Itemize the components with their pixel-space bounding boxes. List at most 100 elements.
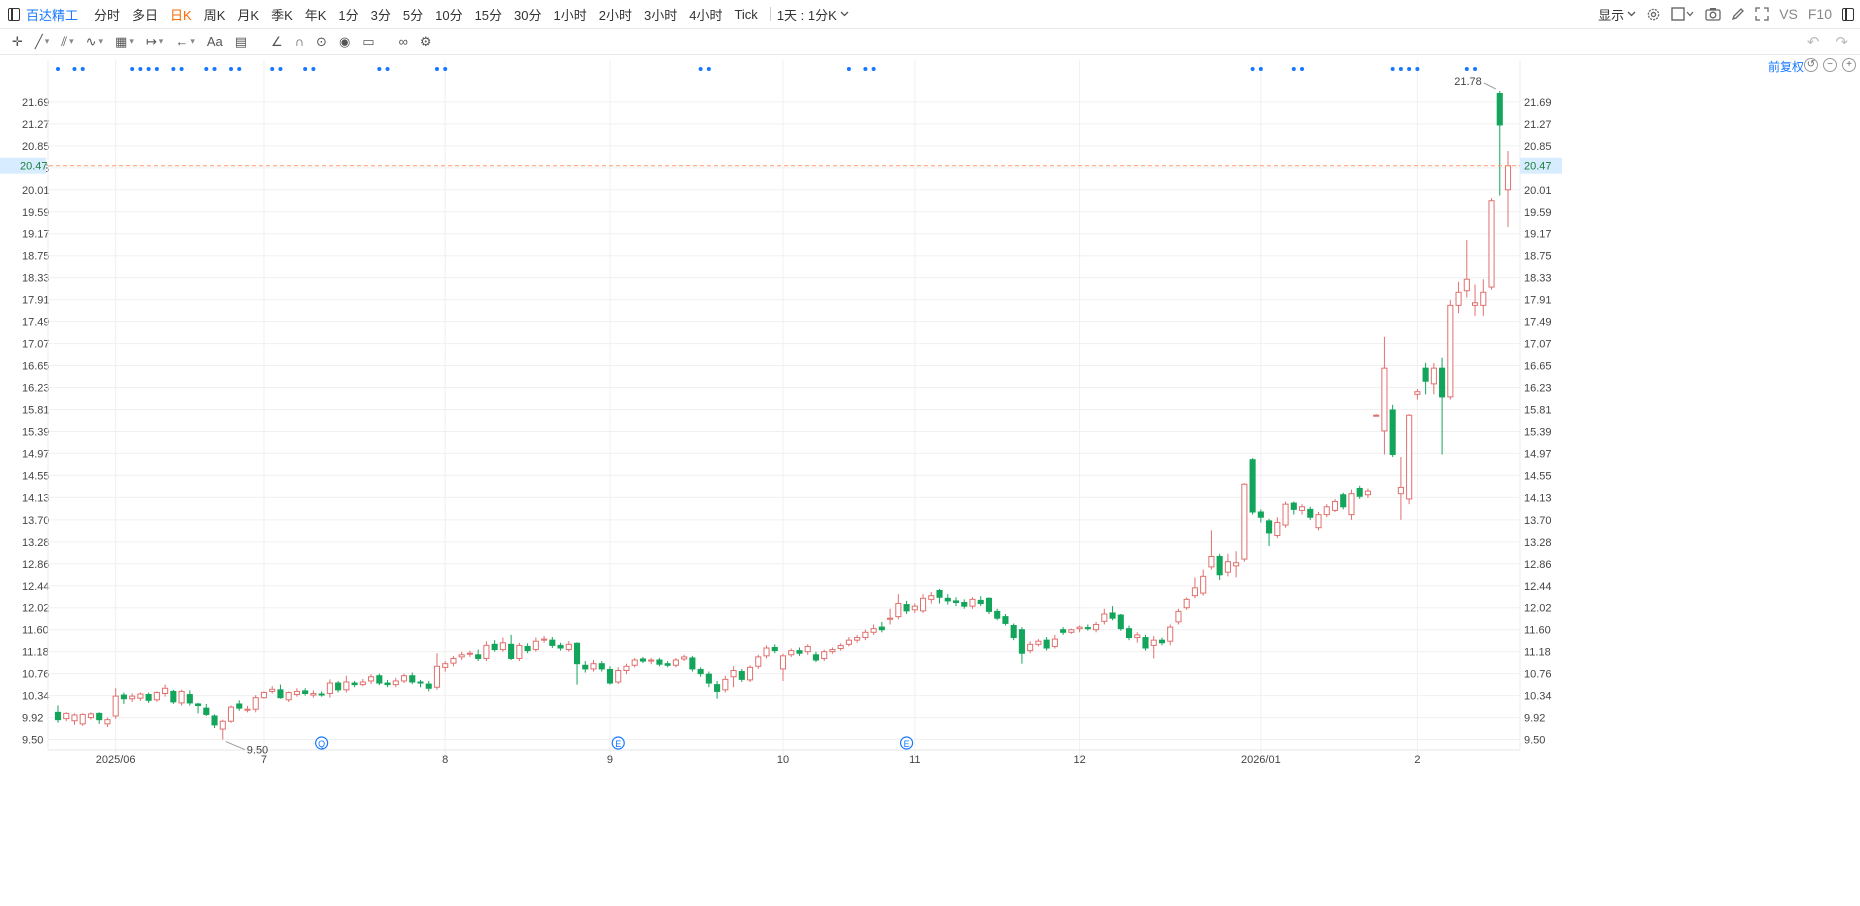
pattern-tool-icon[interactable]: ▦ ▾ bbox=[115, 33, 134, 49]
camera-icon[interactable] bbox=[1705, 7, 1721, 21]
candle-body[interactable] bbox=[1051, 638, 1058, 647]
candle-body[interactable] bbox=[549, 639, 556, 646]
candle-body[interactable] bbox=[936, 589, 943, 598]
candle-body[interactable] bbox=[269, 688, 276, 692]
candle-body[interactable] bbox=[1496, 93, 1503, 126]
candle-body[interactable] bbox=[236, 703, 243, 709]
candle-body[interactable] bbox=[318, 693, 325, 696]
candle-body[interactable] bbox=[1109, 612, 1116, 619]
candle-body[interactable] bbox=[606, 668, 614, 684]
candle-body[interactable] bbox=[1018, 629, 1025, 654]
redo-icon[interactable]: ↷ bbox=[1835, 33, 1848, 51]
candle-body[interactable] bbox=[1183, 598, 1190, 609]
candle-body[interactable] bbox=[788, 650, 795, 656]
candle-body[interactable] bbox=[1002, 616, 1009, 624]
candle-body[interactable] bbox=[812, 654, 820, 661]
candle-body[interactable] bbox=[804, 645, 811, 653]
event-dot[interactable] bbox=[72, 67, 77, 71]
period-tab[interactable]: 4小时 bbox=[689, 7, 723, 23]
candle-body[interactable] bbox=[854, 637, 861, 641]
period-tab[interactable]: 周K bbox=[203, 7, 226, 23]
candle-body[interactable] bbox=[1439, 367, 1446, 398]
candle-body[interactable] bbox=[433, 665, 441, 688]
channel-tool-icon[interactable]: ⫽ ▾ bbox=[61, 33, 74, 49]
candle-body[interactable] bbox=[1422, 367, 1429, 382]
candle-body[interactable] bbox=[639, 658, 646, 662]
candle-body[interactable] bbox=[178, 690, 185, 704]
adjust-mode-button[interactable]: 前复权 bbox=[1767, 60, 1804, 74]
candle-body[interactable] bbox=[499, 642, 506, 651]
candle-body[interactable] bbox=[162, 687, 169, 695]
event-dot[interactable] bbox=[229, 67, 234, 71]
period-tab[interactable]: 10分 bbox=[435, 7, 463, 23]
candle-body[interactable] bbox=[582, 664, 589, 670]
candle-body[interactable] bbox=[887, 617, 894, 620]
candle-body[interactable] bbox=[730, 669, 737, 678]
event-marker-icon[interactable] bbox=[315, 736, 329, 750]
candle-body[interactable] bbox=[862, 631, 869, 639]
period-tab[interactable]: 多日 bbox=[132, 7, 159, 23]
candle-body[interactable] bbox=[623, 665, 630, 671]
candle-body[interactable] bbox=[409, 675, 416, 683]
candle-body[interactable] bbox=[1340, 494, 1347, 508]
candle-body[interactable] bbox=[1315, 514, 1322, 529]
candle-body[interactable] bbox=[977, 599, 984, 605]
wave-tool-icon[interactable]: ∿ ▾ bbox=[85, 33, 104, 49]
event-marker-icon[interactable] bbox=[611, 736, 625, 750]
candle-body[interactable] bbox=[285, 691, 292, 701]
candle-body[interactable] bbox=[821, 651, 828, 659]
candle-body[interactable] bbox=[656, 659, 663, 665]
candle-body[interactable] bbox=[120, 694, 127, 700]
candle-body[interactable] bbox=[969, 598, 976, 607]
candle-body[interactable] bbox=[1233, 562, 1240, 567]
candle-body[interactable] bbox=[524, 645, 531, 652]
zoom-in-icon[interactable]: + bbox=[1842, 58, 1856, 72]
fullscreen-icon[interactable] bbox=[1755, 7, 1769, 21]
undo-icon[interactable]: ↶ bbox=[1806, 33, 1820, 51]
candle-body[interactable] bbox=[1167, 626, 1174, 642]
candle-body[interactable] bbox=[1298, 506, 1306, 511]
right-panel-toggle-icon[interactable] bbox=[1842, 7, 1854, 21]
event-dot[interactable] bbox=[385, 67, 390, 71]
line-tool-icon[interactable]: ╱ ▾ bbox=[34, 33, 50, 49]
candle-body[interactable] bbox=[145, 694, 152, 701]
candle-body[interactable] bbox=[664, 663, 671, 666]
event-dot[interactable] bbox=[1291, 67, 1296, 71]
candle-body[interactable] bbox=[244, 708, 251, 711]
event-dot[interactable] bbox=[1407, 67, 1412, 71]
event-dot[interactable] bbox=[706, 67, 711, 71]
period-tab[interactable]: 分时 bbox=[94, 7, 121, 23]
event-marker-icon[interactable] bbox=[899, 736, 914, 750]
candle-body[interactable] bbox=[1158, 639, 1166, 644]
event-dot[interactable] bbox=[863, 67, 868, 71]
candle-body[interactable] bbox=[211, 715, 218, 726]
candle-body[interactable] bbox=[1274, 521, 1281, 537]
candle-body[interactable] bbox=[903, 604, 910, 612]
period-tab[interactable]: 3小时 bbox=[643, 7, 678, 23]
candle-body[interactable] bbox=[219, 720, 226, 730]
candle-body[interactable] bbox=[1323, 506, 1330, 516]
arrow-tool-icon[interactable]: ← ▾ bbox=[175, 34, 195, 49]
reset-zoom-icon[interactable]: ↺ bbox=[1804, 58, 1818, 72]
candle-body[interactable] bbox=[845, 639, 852, 645]
event-dot[interactable] bbox=[377, 67, 382, 71]
display-menu[interactable]: 显示 bbox=[1598, 5, 1636, 24]
candle-body[interactable] bbox=[779, 655, 787, 670]
candle-body[interactable] bbox=[400, 675, 408, 682]
event-dot[interactable] bbox=[434, 67, 439, 71]
candle-body[interactable] bbox=[1043, 639, 1050, 649]
candle-body[interactable] bbox=[516, 644, 523, 659]
candle-body[interactable] bbox=[920, 597, 927, 612]
period-tab[interactable]: 3分 bbox=[370, 7, 391, 23]
candle-body[interactable] bbox=[442, 663, 449, 668]
candle-body[interactable] bbox=[1084, 627, 1091, 630]
candle-body[interactable] bbox=[1208, 555, 1215, 568]
candle-body[interactable] bbox=[944, 597, 951, 602]
lock-icon[interactable]: ⊙ bbox=[316, 33, 327, 49]
candle-body[interactable] bbox=[343, 681, 350, 691]
period-tab[interactable]: 30分 bbox=[514, 7, 542, 23]
event-dot[interactable] bbox=[1473, 67, 1478, 71]
candle-body[interactable] bbox=[1191, 587, 1198, 597]
candle-body[interactable] bbox=[508, 643, 515, 659]
candle-body[interactable] bbox=[1150, 639, 1157, 646]
